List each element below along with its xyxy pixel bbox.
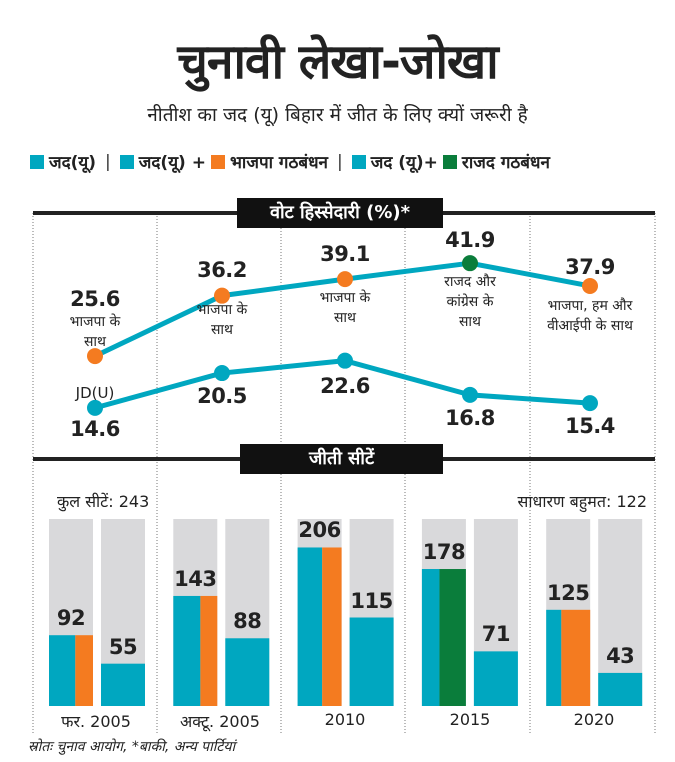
- vote-share-label: 41.9: [445, 228, 495, 252]
- bar-alliance-jdu-part: [421, 569, 440, 706]
- bar-jdu: [225, 638, 270, 706]
- data-point: [337, 352, 353, 369]
- alliance-annotation: भाजपा के साथ: [196, 302, 248, 338]
- data-point: [582, 277, 598, 294]
- bar-value-label: 92: [56, 606, 86, 631]
- page-title: चुनावी लेखा-जोखा: [177, 34, 498, 90]
- year-label: फर. 2005: [61, 712, 131, 731]
- source-footer: स्रोतः चुनाव आयोग, *बाकी, अन्य पार्टियां: [28, 739, 236, 755]
- year-label: 2010: [324, 710, 366, 729]
- alliance-annotation: भाजपा, हम और वीआईपी के साथ: [547, 298, 633, 334]
- bar-value-label: 43: [606, 643, 635, 668]
- vote-share-label: 15.4: [565, 414, 615, 438]
- alliance-annotation: राजद और कांग्रेस के साथ: [444, 274, 496, 330]
- legend-swatch-jdu: [119, 154, 134, 169]
- bar-alliance-partner-part: [75, 635, 93, 706]
- data-point: [462, 386, 478, 403]
- legend: जद(यू) | जद(यू) + भाजपा गठबंधन | जद (यू)…: [30, 150, 550, 173]
- data-point: [462, 255, 478, 272]
- bar-value-label: 143: [174, 566, 217, 591]
- bar-alliance-partner-part: [200, 595, 218, 706]
- bar-value-label: 71: [481, 622, 511, 647]
- jdu-series-label: JD(U): [75, 384, 115, 402]
- data-point: [582, 395, 598, 412]
- legend-swatch-bjp: [210, 154, 225, 169]
- data-point: [214, 287, 230, 304]
- year-label: 2015: [449, 710, 491, 729]
- vote-share-label: 37.9: [565, 255, 615, 279]
- bar-jdu: [598, 672, 643, 706]
- year-label: 2020: [573, 710, 615, 729]
- bar-value-label: 206: [298, 518, 341, 543]
- bar-alliance-jdu-part: [49, 635, 76, 706]
- bar-jdu: [101, 663, 145, 706]
- vote-share-label: 20.5: [197, 384, 247, 408]
- bar-jdu: [473, 651, 518, 706]
- alliance-annotation: भाजपा के साथ: [69, 314, 121, 350]
- bar-value-label: 125: [547, 580, 590, 605]
- majority-note: साधारण बहुमत: 122: [517, 492, 647, 511]
- bar-alliance-partner-part: [322, 547, 342, 706]
- legend-swatch-rjd: [442, 154, 457, 169]
- bar-value-label: 178: [422, 540, 466, 565]
- legend-swatch-jdu: [30, 154, 44, 169]
- vote-share-label: 16.8: [445, 406, 495, 430]
- bar-alliance-jdu-part: [173, 595, 201, 706]
- vote-share-label: 14.6: [70, 417, 120, 441]
- legend-label-rjd-alliance: राजद गठबंधन: [461, 153, 550, 173]
- page-subtitle: नीतीश का जद (यू) बिहार में जीत के लिए क्…: [147, 104, 528, 126]
- year-label: अक्टू. 2005: [180, 712, 260, 731]
- data-point: [87, 399, 103, 416]
- vote-share-label: 36.2: [197, 258, 247, 282]
- bar-alliance-jdu-part: [546, 609, 562, 706]
- bar-alliance-partner-part: [561, 609, 591, 706]
- vote-share-label: 22.6: [320, 374, 370, 398]
- vote-share-header: वोट हिस्सेदारी (%)*: [237, 198, 443, 228]
- data-point: [87, 348, 103, 365]
- legend-label-jdu-plus: जद (यू)+: [370, 153, 438, 173]
- data-point: [214, 365, 230, 382]
- bar-alliance-jdu-part: [297, 547, 323, 706]
- legend-divider: |: [105, 151, 111, 172]
- total-seats-note: कुल सीटें: 243: [57, 492, 150, 511]
- bar-value-label: 55: [108, 634, 138, 659]
- vote-share-label: 25.6: [70, 287, 120, 311]
- data-point: [337, 271, 353, 288]
- bar-value-label: 88: [233, 609, 262, 634]
- legend-label-jdu: जद(यू): [49, 153, 97, 173]
- legend-swatch-jdu: [351, 154, 366, 169]
- seats-won-header: जीती सीटें: [240, 444, 443, 474]
- alliance-annotation: भाजपा के साथ: [319, 290, 371, 326]
- bar-jdu: [349, 617, 394, 706]
- legend-divider: |: [336, 151, 343, 172]
- vote-share-label: 39.1: [320, 242, 370, 266]
- legend-label-bjp-alliance: भाजपा गठबंधन: [229, 153, 328, 173]
- bar-alliance-partner-part: [439, 569, 466, 706]
- legend-label-jdu-plus: जद(यू) +: [138, 153, 206, 173]
- bar-value-label: 115: [350, 588, 393, 613]
